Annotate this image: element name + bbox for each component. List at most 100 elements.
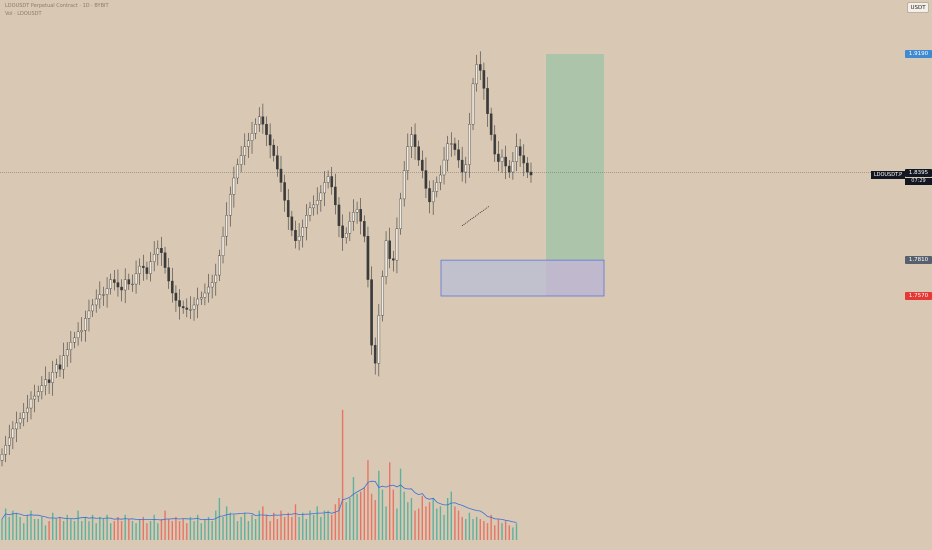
- volume-bar: [233, 514, 235, 540]
- volume-bar: [128, 519, 130, 540]
- volume-bar: [407, 502, 409, 540]
- volume-bar: [37, 519, 39, 540]
- candle: [40, 385, 44, 392]
- candle: [366, 236, 370, 280]
- candle: [113, 279, 116, 283]
- volume-bar: [291, 516, 293, 540]
- volume-bar: [91, 514, 94, 540]
- symbol-legend[interactable]: LDOUSDT Perpetual Contract · 1D · BYBIT: [5, 3, 109, 9]
- candle: [199, 297, 203, 300]
- volume-bar: [316, 506, 318, 540]
- symbol-tag: LDOUSDT.P: [871, 171, 905, 179]
- volume-bar: [131, 521, 134, 540]
- volume-bar: [236, 521, 239, 540]
- candle: [334, 186, 337, 206]
- volume-bar: [193, 521, 195, 540]
- bar-countdown: 07:29: [905, 178, 932, 185]
- volume-bar: [66, 514, 68, 540]
- candle: [279, 168, 283, 183]
- volume-bar: [95, 523, 97, 540]
- volume-bar: [41, 516, 43, 540]
- volume-bar: [302, 512, 304, 540]
- candle: [431, 191, 435, 203]
- candle: [276, 155, 279, 170]
- candle: [94, 298, 98, 306]
- candle: [515, 146, 518, 162]
- candle: [392, 258, 395, 261]
- volume-bar: [200, 523, 202, 540]
- volume-bar: [479, 519, 481, 540]
- candle: [156, 247, 160, 255]
- volume-bar: [218, 498, 221, 540]
- volume-bar: [113, 521, 116, 540]
- volume-bar: [211, 521, 213, 540]
- volume-bar: [117, 516, 119, 540]
- candle: [203, 292, 207, 298]
- volume-bar: [262, 506, 264, 540]
- candle: [185, 307, 189, 310]
- volume-bar: [178, 521, 181, 540]
- volume-bar: [363, 487, 366, 540]
- volume-bar: [269, 521, 271, 540]
- volume-bar: [454, 506, 456, 540]
- volume-bar: [258, 510, 260, 540]
- volume-bar: [189, 516, 192, 540]
- volume-bar: [207, 516, 210, 540]
- candle: [312, 204, 315, 209]
- volume-bar: [182, 519, 184, 540]
- volume-bar: [135, 523, 137, 540]
- volume-ma-line: [1, 480, 517, 523]
- volume-bar: [244, 512, 246, 540]
- candle: [0, 454, 4, 461]
- candle: [388, 240, 391, 259]
- candle: [410, 134, 413, 147]
- volume-bar: [55, 519, 58, 540]
- volume-bar: [19, 516, 21, 540]
- candle: [247, 140, 250, 147]
- volume-bar: [399, 468, 402, 540]
- volume-bar: [432, 498, 434, 540]
- candle: [478, 64, 482, 71]
- volume-bar: [160, 519, 163, 540]
- candle: [305, 215, 308, 228]
- volume-bar: [504, 521, 507, 540]
- volume-bar: [450, 491, 452, 540]
- candle: [511, 161, 515, 173]
- candle: [65, 349, 69, 356]
- volume-bar: [8, 516, 10, 540]
- candle: [406, 146, 410, 171]
- candle: [120, 286, 123, 291]
- candle: [167, 267, 170, 282]
- volume-bar: [44, 525, 47, 540]
- candle: [442, 159, 446, 176]
- volume-bar: [341, 409, 344, 540]
- volume-legend[interactable]: Vol · LDOUSDT: [5, 11, 42, 17]
- volume-bar: [421, 495, 424, 540]
- candle: [377, 315, 381, 364]
- candle: [15, 422, 18, 430]
- candle: [435, 182, 439, 192]
- candle: [417, 146, 420, 161]
- candle: [11, 428, 15, 439]
- volume-bar: [512, 527, 514, 540]
- candle: [163, 252, 167, 268]
- candle: [123, 279, 127, 291]
- volume-bar: [280, 510, 282, 540]
- volume-bar: [403, 491, 405, 540]
- candle: [359, 209, 363, 222]
- candle: [265, 124, 268, 135]
- volume-bar: [370, 493, 373, 540]
- candle: [399, 198, 402, 229]
- candle: [363, 221, 366, 237]
- candle: [352, 212, 355, 222]
- candle: [47, 379, 51, 383]
- volume-bar: [171, 521, 173, 540]
- volume-bar: [461, 516, 463, 540]
- volume-bar: [251, 514, 253, 540]
- volume-bar: [70, 519, 72, 540]
- volume-bar: [486, 523, 489, 540]
- currency-button[interactable]: USDT: [907, 2, 929, 13]
- volume-bar: [497, 519, 500, 540]
